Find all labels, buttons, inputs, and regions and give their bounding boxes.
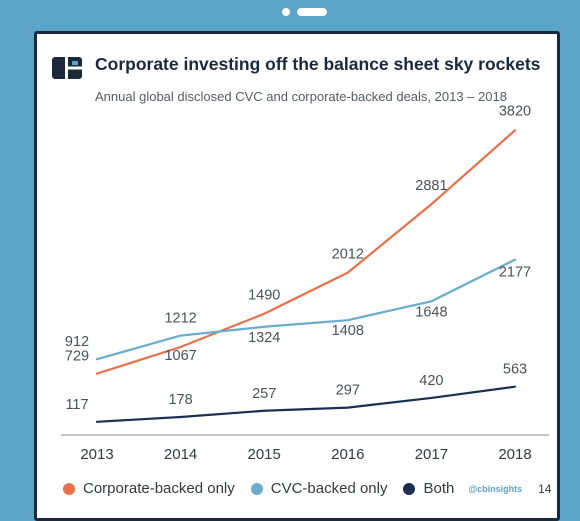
chart-legend: Corporate-backed only CVC-backed only Bo… [63, 480, 551, 497]
series-line-cvc [95, 258, 517, 361]
device-speaker-pill [297, 8, 327, 16]
data-label-both-2014: 178 [168, 392, 192, 408]
device-camera-dot [282, 8, 290, 16]
data-label-cvc-2018: 2177 [499, 265, 531, 281]
chart-card: Corporate investing off the balance shee… [34, 31, 560, 521]
data-label-both-2018: 563 [503, 362, 527, 378]
legend-item-both: Both [403, 480, 454, 497]
legend-dot-both [403, 482, 416, 495]
legend-label-both: Both [423, 480, 455, 497]
data-label-corporate-2017: 2881 [415, 178, 447, 194]
legend-dot-cvc [250, 482, 263, 495]
data-label-corporate-2013: 729 [65, 349, 89, 365]
data-label-cvc-2014: 1212 [164, 311, 196, 327]
data-label-cvc-2016: 1408 [332, 323, 364, 339]
legend-item-cvc: CVC-backed only [250, 480, 388, 497]
line-chart: 2013 2014 2015 2016 2017 2018 729 1067 1490 2012 2… [61, 103, 549, 463]
x-tick-label-2013: 2013 [80, 446, 113, 463]
cb-insights-logo-icon [52, 57, 82, 79]
legend-label-cvc: CVC-backed only [270, 480, 388, 497]
data-label-cvc-2015: 1324 [248, 330, 280, 346]
data-label-corporate-2016: 2012 [332, 247, 364, 263]
data-label-both-2015: 257 [252, 386, 276, 402]
x-tick-label-2017: 2017 [415, 446, 448, 463]
x-tick-label-2016: 2016 [331, 446, 364, 463]
legend-label-corporate: Corporate-backed only [83, 480, 235, 497]
legend-dot-corporate [63, 482, 75, 495]
data-label-both-2016: 297 [336, 383, 360, 399]
x-tick-label-2018: 2018 [498, 446, 531, 463]
data-label-cvc-2017: 1648 [415, 304, 447, 320]
data-label-corporate-2014: 1067 [164, 348, 196, 364]
series-line-corporate [95, 129, 517, 375]
legend-item-corporate: Corporate-backed only [63, 480, 235, 497]
brand-handle[interactable]: @cbinsights [468, 483, 523, 494]
data-label-both-2017: 420 [419, 373, 443, 389]
page-number: 14 [538, 481, 552, 496]
series-line-both [95, 385, 517, 423]
data-label-corporate-2015: 1490 [248, 288, 280, 304]
x-tick-label-2014: 2014 [164, 446, 197, 463]
chart-subtitle: Annual global disclosed CVC and corporat… [95, 89, 507, 104]
chart-title: Corporate investing off the balance shee… [95, 54, 541, 74]
x-tick-label-2015: 2015 [248, 446, 281, 463]
data-label-both-2013: 117 [65, 397, 88, 413]
data-label-cvc-2013: 912 [65, 334, 89, 350]
data-label-corporate-2018: 3820 [499, 103, 531, 119]
